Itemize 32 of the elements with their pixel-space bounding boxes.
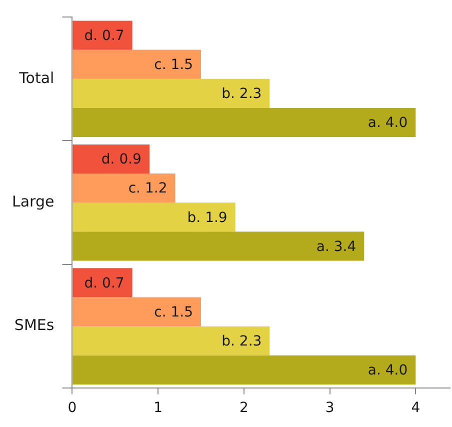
bar	[72, 326, 270, 356]
bar	[72, 355, 416, 384]
bar	[72, 78, 270, 108]
data-label: c. 1.2	[128, 180, 168, 197]
data-label: a. 4.0	[368, 115, 408, 132]
bar	[72, 268, 132, 298]
bar	[72, 50, 201, 79]
bar	[72, 20, 132, 50]
x-tick-label: 1	[154, 400, 163, 416]
x-tick-label: 4	[411, 400, 420, 416]
data-label: b. 1.9	[187, 210, 228, 226]
x-tick-label: 2	[239, 400, 248, 416]
bar	[72, 174, 176, 203]
bar	[72, 144, 150, 174]
bar	[72, 297, 201, 326]
data-label: d. 0.9	[101, 152, 142, 168]
y-tick-label: SMEs	[14, 316, 54, 334]
data-label: b. 2.3	[222, 86, 262, 102]
bar	[72, 108, 416, 138]
data-label: b. 2.3	[222, 334, 262, 350]
data-label: a. 3.4	[316, 238, 356, 255]
data-label: c. 1.5	[154, 56, 193, 73]
x-tick-label: 0	[68, 400, 77, 416]
data-label: c. 1.5	[154, 304, 193, 320]
data-label: a. 4.0	[368, 362, 408, 379]
data-label: d. 0.7	[84, 275, 124, 292]
bar	[72, 232, 364, 261]
x-tick-label: 3	[325, 400, 334, 416]
bar	[72, 202, 236, 232]
y-tick-label: Total	[18, 68, 54, 87]
y-tick-label: Large	[12, 192, 54, 210]
data-label: d. 0.7	[84, 28, 124, 44]
